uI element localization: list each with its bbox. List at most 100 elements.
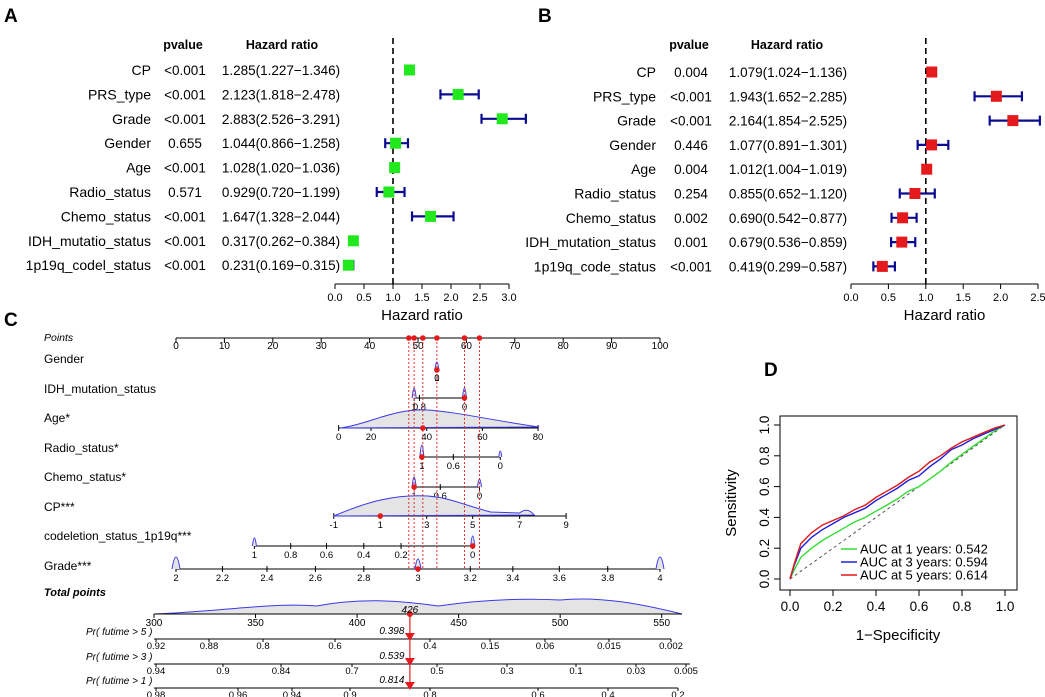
total-tick-label: 350 <box>247 618 264 629</box>
row-pvalue: 0.655 <box>168 136 202 151</box>
x-tick-label: 0.8 <box>953 599 972 614</box>
points-tick-label: 60 <box>461 341 473 352</box>
row-hr-ci: 1.285(1.227−1.346) <box>222 63 340 78</box>
variable-tick-label: 3.2 <box>464 573 477 584</box>
y-tick-label: 0.2 <box>757 539 772 558</box>
row-pvalue: <0.001 <box>164 63 206 78</box>
x-axis-label: 1−Specificity <box>856 627 941 644</box>
prob-tick-label: 0.96 <box>229 690 248 697</box>
variable-tick-label: 80 <box>533 432 544 443</box>
hr-header: Hazard ratio <box>751 38 824 52</box>
prob-tick-label: 0.4 <box>601 690 614 697</box>
row-label: 1p19q_codel_status <box>26 257 151 273</box>
panel-label-c: C <box>4 310 18 331</box>
prob-marker <box>404 633 415 641</box>
row-pvalue: <0.001 <box>670 259 712 274</box>
variable-marker <box>411 484 417 490</box>
x-tick-label: 0.4 <box>867 599 886 614</box>
variable-tick-label: 1 <box>419 461 424 472</box>
legend-entry: AUC at 5 years: 0.614 <box>860 568 988 583</box>
row-pvalue: 0.001 <box>674 235 708 250</box>
row-hr-ci: 0.679(0.536−0.859) <box>729 235 847 250</box>
prob-tick-label: 0.005 <box>674 666 698 677</box>
prob-tick-label: 0.15 <box>481 641 500 652</box>
row-pvalue: 0.446 <box>674 138 708 153</box>
variable-tick-label: 3.6 <box>553 573 566 584</box>
hr-point <box>896 236 908 248</box>
variable-tick-label: 3.8 <box>601 573 614 584</box>
x-tick-label: 2.0 <box>993 292 1008 304</box>
hr-point <box>404 64 416 76</box>
row-hr-ci: 1.044(0.866−1.258) <box>222 136 340 151</box>
grade-density-3 <box>414 558 422 570</box>
row-hr-ci: 1.943(1.652−2.285) <box>729 89 847 104</box>
panel-a-forest-plot: pvalue Hazard ratio CP <0.001 1.285(1.227−1.… <box>26 38 527 324</box>
row-label: IDH_mutatio_status <box>28 233 151 249</box>
prob-marker <box>404 682 415 690</box>
hr-point <box>347 235 359 247</box>
variable-tick-label: 20 <box>366 432 377 443</box>
prob-tick-label: 0.7 <box>345 666 358 677</box>
x-tick-label: 0.6 <box>910 599 929 614</box>
points-tick-label: 100 <box>652 341 669 352</box>
roc-line-3 <box>789 424 1006 580</box>
grade-density-4 <box>655 556 665 570</box>
prob-tick-label: 0.06 <box>536 641 555 652</box>
row-pvalue: 0.571 <box>168 185 202 200</box>
row-hr-ci: 0.317(0.262−0.384) <box>222 234 340 249</box>
row-pvalue: <0.001 <box>670 89 712 104</box>
prob-tick-label: 0.6 <box>328 641 341 652</box>
variable-marker <box>461 395 468 401</box>
points-marker <box>406 335 412 341</box>
variable-marker <box>415 566 421 572</box>
prob-tick-label: 0.03 <box>627 666 646 677</box>
prob-tick-label: 0.84 <box>272 666 291 677</box>
points-tick-label: 30 <box>316 341 328 352</box>
x-tick-label: 2.0 <box>443 292 458 304</box>
row-hr-ci: 2.123(1.818−2.478) <box>222 87 340 102</box>
variable-tick-label: 2 <box>173 573 178 584</box>
codel-density-1 <box>251 537 257 547</box>
panel-label-d: D <box>764 360 778 381</box>
row-label: Gender <box>104 135 151 151</box>
legend-entry: AUC at 3 years: 0.594 <box>860 555 988 570</box>
variable-tick-label: 9 <box>563 520 568 531</box>
hr-point <box>876 260 888 272</box>
hr-point <box>990 90 1002 102</box>
row-label: IDH_mutation_status <box>525 234 656 250</box>
hr-point <box>1007 115 1019 127</box>
row-label: Age <box>126 160 151 176</box>
variable-tick-label: 3 <box>415 573 420 584</box>
variable-tick-label: 0 <box>498 461 503 472</box>
row-label: Radio_status <box>69 184 151 200</box>
variable-label: Gender <box>44 352 84 366</box>
x-axis-label: Hazard ratio <box>904 307 986 324</box>
row-label: Gender <box>609 137 656 153</box>
variable-label: Grade*** <box>44 559 92 573</box>
y-tick-label: 0.6 <box>757 477 772 496</box>
row-pvalue: <0.001 <box>164 258 206 273</box>
variable-tick-label: -1 <box>330 520 338 531</box>
idh-density-1 <box>411 387 417 399</box>
row-pvalue: <0.001 <box>164 112 206 127</box>
row-pvalue: <0.001 <box>164 209 206 224</box>
row-pvalue: 0.002 <box>674 211 708 226</box>
x-tick-label: 0.5 <box>356 292 371 304</box>
hr-header: Hazard ratio <box>246 38 319 52</box>
x-tick-label: 1.5 <box>414 292 429 304</box>
x-tick-label: 0.0 <box>327 292 342 304</box>
x-tick-label: 0.0 <box>843 292 858 304</box>
prob-row-label: Pr( futime > 1 ) <box>86 676 152 687</box>
variable-tick-label: 0.6 <box>320 550 333 561</box>
variable-marker <box>469 543 476 549</box>
prob-tick-label: 0.1 <box>569 666 582 677</box>
prob-tick-label: 0.2 <box>671 690 684 697</box>
row-pvalue: 0.004 <box>674 162 708 177</box>
prob-tick-label: 0.6 <box>531 690 544 697</box>
prob-row-label: Pr( futime > 3 ) <box>86 652 152 663</box>
row-hr-ci: 1.079(1.024−1.136) <box>729 65 847 80</box>
variable-tick-label: 60 <box>477 432 488 443</box>
total-tick-label: 550 <box>653 618 670 629</box>
x-tick-label: 2.5 <box>1030 292 1045 304</box>
row-hr-ci: 0.419(0.299−0.587) <box>729 259 847 274</box>
